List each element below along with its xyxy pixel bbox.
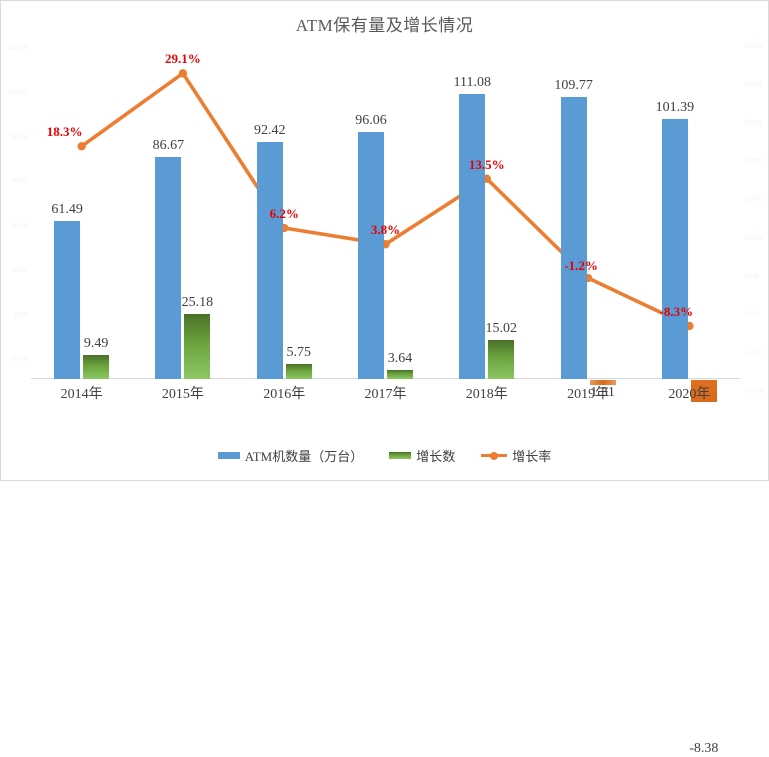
bar-value-label-atm-count: 109.77 xyxy=(554,78,593,94)
value-axis-right: 35.0% 30.0% 25.0% 20.0% 15.0% 10.0% 5.0% 0.0% -5… xyxy=(742,41,768,395)
bar-growth-count-small[interactable] xyxy=(589,380,616,385)
baseline-axis xyxy=(31,378,740,379)
bar-value-label-atm-count: 101.39 xyxy=(655,99,695,115)
bar-atm-count[interactable] xyxy=(256,141,283,379)
bar-atm-count[interactable] xyxy=(155,156,182,379)
bar-value-label-growth-count: 3.64 xyxy=(387,350,413,366)
line-value-label-growth-rate: 3.8% xyxy=(370,222,401,238)
bar-growth-count[interactable] xyxy=(83,354,110,379)
category-label: 2017年 xyxy=(364,387,407,402)
line-value-label-growth-rate: 6.2% xyxy=(269,206,299,222)
value-axis-tick-left: -20.00 xyxy=(8,354,27,363)
line-value-label-growth-rate: 29.1% xyxy=(165,51,201,67)
value-axis-tick-left: 0.00 xyxy=(14,310,27,319)
bar-atm-count[interactable] xyxy=(560,97,587,379)
line-value-label-growth-rate: -1.2% xyxy=(564,258,598,274)
value-axis-tick-right: 35.0% xyxy=(744,42,763,50)
value-axis-tick-right: 5.0% xyxy=(744,271,759,280)
bar-atm-count[interactable] xyxy=(661,118,688,379)
value-axis-tick-right: -10.0% xyxy=(744,386,765,395)
value-axis-tick-right: 10.0% xyxy=(744,233,763,242)
bar-growth-count[interactable] xyxy=(285,364,312,379)
category-label: 2020年 xyxy=(668,387,711,402)
legend-item-growth-count[interactable]: 增长数 xyxy=(389,446,455,465)
value-axis-tick-left: 80.00 xyxy=(11,132,27,141)
growth-rate-point[interactable] xyxy=(77,142,86,151)
value-axis-tick-left: 100.00 xyxy=(7,88,27,97)
legend-label-growth-rate: 增长率 xyxy=(512,449,552,464)
bar-value-label-atm-count: 86.67 xyxy=(152,137,185,153)
bar-value-label-atm-count: 96.06 xyxy=(355,113,387,129)
bar-value-label-growth-count: 25.18 xyxy=(181,295,214,311)
category-label: 2014年 xyxy=(60,387,103,402)
value-axis-tick-right: 0.0% xyxy=(744,310,759,319)
chart-legend: ATM机数量（万台） 增长数 增长率 xyxy=(1,446,768,465)
category-label: 2015年 xyxy=(161,387,204,402)
bar-value-label-growth-count: 9.49 xyxy=(83,335,109,351)
growth-rate-line-series xyxy=(77,69,694,331)
line-value-label-growth-rate: -8.3% xyxy=(659,304,694,319)
growth-rate-point[interactable] xyxy=(178,69,188,78)
bar-value-label-atm-count: 111.08 xyxy=(453,74,492,90)
category-axis: 2014年 2015年 2016年 2017年 2018年 2019年 2020年 xyxy=(31,383,740,407)
bar-value-label-growth-count: -8.38 xyxy=(689,740,719,756)
category-label: 2019年 xyxy=(567,387,610,402)
value-axis-tick-right: -5.0% xyxy=(744,348,761,357)
value-axis-tick-left: 120.00 xyxy=(7,44,27,52)
orange-line-swatch-icon xyxy=(481,451,508,460)
bar-growth-count-negative[interactable] xyxy=(690,380,717,402)
legend-item-atm-count[interactable]: ATM机数量（万台） xyxy=(217,446,364,465)
bar-atm-count[interactable] xyxy=(54,221,81,379)
category-label: 2018年 xyxy=(465,387,508,402)
value-axis-tick-right: 15.0% xyxy=(744,195,763,204)
category-label: 2016年 xyxy=(263,387,306,402)
plot-area: 61.49 9.49 18.3% 86.67 25.18 29.1% 92.42 5.75 6.… xyxy=(31,41,740,756)
bar-value-label-growth-count: 1.31 xyxy=(590,385,615,400)
bar-value-label-growth-count: 5.75 xyxy=(286,345,311,361)
bar-atm-count[interactable] xyxy=(358,132,384,379)
value-axis-tick-right: 25.0% xyxy=(744,118,763,127)
legend-label-growth-count: 增长数 xyxy=(416,449,456,464)
line-value-label-growth-rate: 13.5% xyxy=(468,156,505,172)
chart-title: ATM保有量及增长情况 xyxy=(295,16,474,35)
bar-growth-count[interactable] xyxy=(184,314,211,379)
legend-label-atm-count: ATM机数量（万台） xyxy=(244,449,364,464)
value-axis-tick-left: 60.00 xyxy=(11,177,27,186)
value-axis-tick-right: 30.0% xyxy=(744,80,763,89)
legend-item-growth-rate[interactable]: 增长率 xyxy=(481,446,551,465)
line-value-label-growth-rate: 18.3% xyxy=(46,124,83,140)
value-axis-tick-left: 20.00 xyxy=(11,266,27,275)
bar-atm-count[interactable] xyxy=(459,93,486,379)
bar-growth-count[interactable] xyxy=(387,369,413,379)
blue-bar-swatch-icon xyxy=(217,452,240,459)
value-axis-left: 120.00 100.00 80.00 60.00 40.00 20.00 0.00 -20.… xyxy=(3,41,29,379)
bar-value-label-growth-count: 15.02 xyxy=(485,321,518,337)
green-bar-swatch-icon xyxy=(389,452,412,459)
value-axis-tick-right: 20.0% xyxy=(744,156,763,165)
bar-value-label-atm-count: 61.49 xyxy=(51,202,83,218)
bar-value-label-atm-count: 92.42 xyxy=(253,122,286,138)
bar-growth-count[interactable] xyxy=(488,340,515,379)
value-axis-tick-left: 40.00 xyxy=(11,221,27,230)
